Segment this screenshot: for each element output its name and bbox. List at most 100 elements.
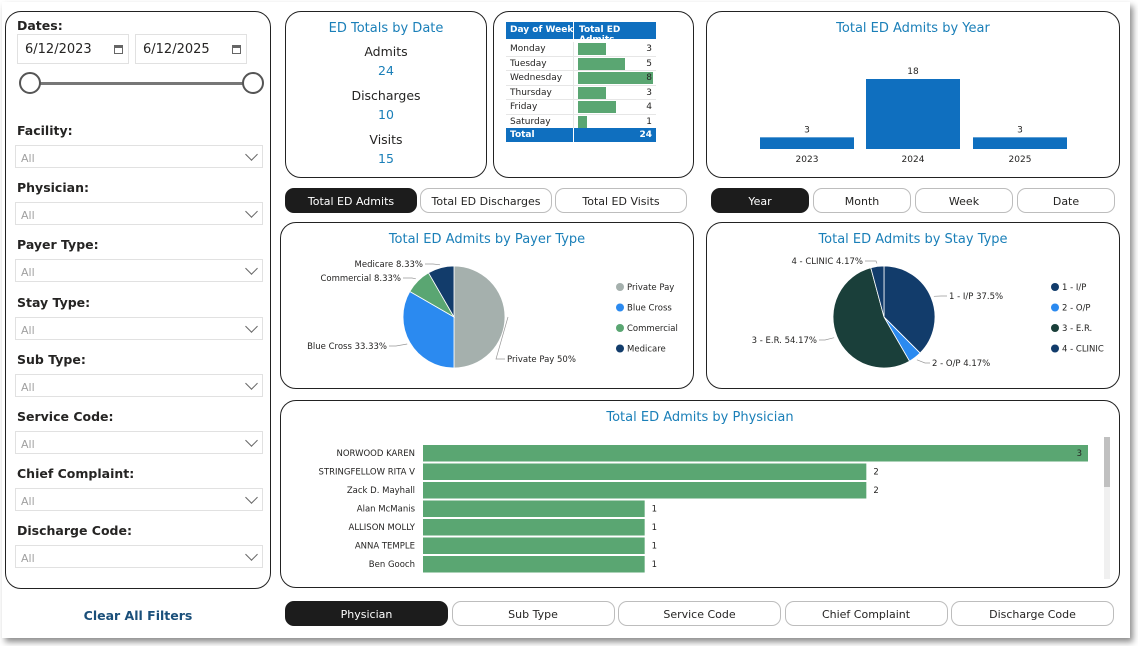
- year-data-label: 18: [907, 67, 919, 77]
- filter-label: Sub Type:: [17, 351, 86, 367]
- pie-data-label: Blue Cross 33.33%: [307, 342, 387, 352]
- visits-label: Visits: [369, 132, 403, 147]
- period-button[interactable]: Week: [915, 188, 1013, 213]
- period-button[interactable]: Date: [1017, 188, 1115, 213]
- pie-data-label: 1 - I/P 37.5%: [949, 292, 1003, 302]
- filter-dropdown[interactable]: All: [15, 145, 263, 168]
- filter-dropdown[interactable]: All: [15, 431, 263, 454]
- period-button[interactable]: Month: [813, 188, 911, 213]
- date-slider-track[interactable]: [30, 82, 252, 85]
- measure-button[interactable]: Total ED Admits: [285, 188, 417, 213]
- pie-leader-line: [916, 359, 930, 364]
- chevron-down-icon[interactable]: [245, 319, 258, 333]
- year-bar[interactable]: [760, 137, 854, 149]
- physician-bar[interactable]: [423, 445, 1088, 462]
- filter-dropdown[interactable]: All: [15, 259, 263, 283]
- date-start-field[interactable]: 6/12/2023: [17, 34, 129, 64]
- physician-bar[interactable]: [423, 482, 867, 499]
- legend-label: 2 - O/P: [1062, 304, 1091, 314]
- filter-dropdown[interactable]: All: [15, 545, 263, 569]
- physician-tick-label: STRINGFELLOW RITA V: [319, 468, 416, 478]
- physician-bar[interactable]: [423, 537, 645, 555]
- filter-dropdown[interactable]: All: [15, 488, 263, 512]
- chevron-down-icon[interactable]: [245, 548, 258, 562]
- measure-button[interactable]: Total ED Visits: [555, 188, 687, 213]
- year-data-label: 3: [1017, 125, 1023, 135]
- dow-data-bar: [578, 86, 607, 99]
- legend-label: 4 - CLINIC: [1062, 345, 1104, 355]
- legend-marker: [1051, 303, 1059, 312]
- physician-bar[interactable]: [423, 500, 645, 518]
- period-button[interactable]: Year: [711, 188, 809, 213]
- dow-col1-header: Day of Week: [510, 25, 574, 35]
- filter-dropdown[interactable]: All: [15, 316, 263, 340]
- dow-data-bar: [578, 115, 588, 128]
- measure-button[interactable]: Total ED Discharges: [420, 188, 552, 213]
- dow-divider: [573, 71, 574, 86]
- dow-header-divider: [573, 22, 574, 39]
- chevron-down-icon[interactable]: [245, 205, 258, 219]
- physician-data-label: 1: [652, 542, 657, 552]
- pie-slice[interactable]: [402, 290, 455, 369]
- dow-divider: [573, 56, 574, 71]
- pie-slice[interactable]: [883, 265, 936, 354]
- dow-total-row: Total 24: [506, 128, 656, 142]
- legend-marker: [616, 303, 624, 312]
- pie-slice[interactable]: [832, 267, 911, 369]
- physician-bar[interactable]: [423, 463, 867, 481]
- legend-marker: [616, 283, 624, 291]
- calendar-icon[interactable]: [232, 45, 241, 54]
- discharges-label: Discharges: [351, 88, 421, 103]
- year-bar[interactable]: [866, 79, 960, 149]
- ed-totals-title: ED Totals by Date: [328, 21, 444, 36]
- dimension-button[interactable]: Sub Type: [451, 601, 615, 626]
- chevron-down-icon[interactable]: [245, 491, 258, 505]
- stay-pie-chart: 1 - I/P 37.5% 2 - O/P 4.17% 3 - E.R. 54.17…: [752, 257, 1104, 369]
- physician-tick-label: Zack D. Mayhall: [347, 486, 415, 496]
- dow-row: Monday 3: [506, 42, 656, 57]
- dow-row: Saturday 1: [506, 114, 656, 129]
- filter-dropdown-value: All: [21, 209, 35, 223]
- visits-value: 15: [378, 151, 394, 166]
- physician-data-label: 2: [873, 486, 878, 496]
- physician-scroll-thumb[interactable]: [1104, 437, 1110, 487]
- filter-dropdown[interactable]: All: [15, 373, 263, 397]
- legend-label: Medicare: [627, 345, 666, 355]
- physician-bar[interactable]: [423, 519, 645, 536]
- date-slider-start-handle[interactable]: [19, 72, 41, 94]
- dimension-button[interactable]: Service Code: [618, 601, 781, 626]
- pie-slice[interactable]: [453, 265, 506, 369]
- pie-slice[interactable]: [870, 265, 885, 318]
- pie-slice[interactable]: [427, 265, 455, 319]
- dow-divider: [573, 114, 574, 129]
- date-end-field[interactable]: 6/12/2025: [135, 34, 247, 64]
- physician-scrollbar[interactable]: [1104, 437, 1110, 579]
- filter-dropdown[interactable]: All: [15, 202, 263, 226]
- chevron-down-icon[interactable]: [245, 376, 258, 390]
- chevron-down-icon[interactable]: [245, 434, 258, 447]
- dimension-button[interactable]: Physician: [285, 601, 448, 626]
- admits-by-year-title: Total ED Admits by Year: [836, 21, 990, 36]
- year-bar[interactable]: [973, 137, 1067, 149]
- clear-all-filters-button[interactable]: Clear All Filters: [83, 608, 193, 623]
- dow-day: Tuesday: [510, 58, 547, 69]
- dimension-button[interactable]: Chief Complaint: [784, 601, 948, 626]
- physician-bar[interactable]: [423, 556, 645, 573]
- dates-label: Dates:: [17, 18, 63, 33]
- chevron-down-icon[interactable]: [245, 262, 258, 276]
- legend-marker: [616, 344, 624, 353]
- dow-total-value: 24: [639, 130, 652, 140]
- calendar-icon[interactable]: [114, 45, 123, 54]
- physician-tick-label: ALLISON MOLLY: [349, 523, 416, 533]
- physician-card: Total ED Admits by Physician NORWOOD KAR…: [280, 400, 1120, 588]
- admits-label: Admits: [364, 44, 408, 59]
- dow-row: Tuesday 5: [506, 56, 656, 71]
- dow-total-label: Total: [510, 130, 535, 140]
- dow-divider: [573, 100, 574, 115]
- dimension-button[interactable]: Discharge Code: [951, 601, 1114, 626]
- chevron-down-icon[interactable]: [245, 148, 258, 161]
- filter-dropdown-value: All: [21, 152, 35, 165]
- physician-data-label: 1: [652, 505, 657, 515]
- date-slider-end-handle[interactable]: [242, 72, 264, 94]
- physician-data-label: 1: [652, 523, 657, 533]
